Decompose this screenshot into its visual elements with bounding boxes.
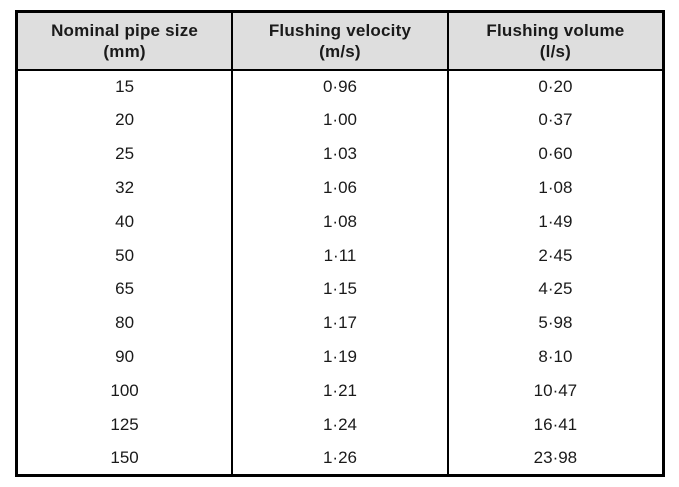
cell-pipe-size: 90 [15,340,234,374]
cell-pipe-size: 100 [15,373,234,408]
cell-velocity: 0·96 [231,69,449,104]
cell-volume: 8·10 [446,340,665,374]
header-volume: Flushing volume (l/s) [446,10,665,71]
table-row: 40 1·08 1·49 [15,204,665,239]
table-header: Nominal pipe size (mm) Flushing velocity… [15,10,665,71]
header-pipe-size: Nominal pipe size (mm) [15,10,234,71]
header-velocity-unit: (m/s) [319,41,361,61]
cell-volume: 4·25 [446,272,665,307]
cell-velocity: 1·03 [231,137,449,171]
table-body: 15 0·96 0·20 20 1·00 0·37 25 1·03 0·60 3… [15,69,665,476]
cell-volume: 0·60 [446,137,665,171]
cell-velocity: 1·06 [231,170,449,205]
header-volume-unit: (l/s) [539,41,572,61]
cell-pipe-size: 80 [15,306,234,341]
header-pipe-size-label: Nominal pipe size [51,20,199,40]
cell-velocity: 1·19 [231,340,449,374]
header-velocity: Flushing velocity (m/s) [231,10,449,71]
cell-volume: 5·98 [446,306,665,341]
table-row: 65 1·15 4·25 [15,272,665,307]
cell-volume: 0·37 [446,103,665,138]
header-row: Nominal pipe size (mm) Flushing velocity… [15,10,665,71]
table-row: 100 1·21 10·47 [15,373,665,408]
cell-velocity: 1·17 [231,306,449,341]
cell-velocity: 1·08 [231,204,449,239]
cell-volume: 23·98 [446,441,665,476]
cell-pipe-size: 32 [15,170,234,205]
table-row: 25 1·03 0·60 [15,137,665,171]
cell-pipe-size: 15 [15,69,234,104]
cell-pipe-size: 65 [15,272,234,307]
cell-volume: 1·08 [446,170,665,205]
cell-volume: 10·47 [446,373,665,408]
cell-volume: 16·41 [446,407,665,442]
cell-velocity: 1·15 [231,272,449,307]
table-row: 15 0·96 0·20 [15,69,665,104]
cell-velocity: 1·11 [231,238,449,273]
flushing-data-table: Nominal pipe size (mm) Flushing velocity… [15,10,665,477]
header-volume-label: Flushing volume [486,20,625,40]
cell-pipe-size: 20 [15,103,234,138]
table-row: 20 1·00 0·37 [15,103,665,138]
table-row: 32 1·06 1·08 [15,170,665,205]
header-velocity-label: Flushing velocity [268,20,412,40]
header-pipe-size-unit: (mm) [103,41,146,61]
cell-pipe-size: 125 [15,407,234,442]
cell-volume: 1·49 [446,204,665,239]
cell-velocity: 1·26 [231,441,449,476]
cell-pipe-size: 25 [15,137,234,171]
cell-pipe-size: 150 [15,441,234,476]
cell-velocity: 1·21 [231,373,449,408]
cell-pipe-size: 40 [15,204,234,239]
cell-pipe-size: 50 [15,238,234,273]
table-row: 150 1·26 23·98 [15,441,665,476]
table-row: 90 1·19 8·10 [15,340,665,374]
cell-volume: 2·45 [446,238,665,273]
cell-volume: 0·20 [446,69,665,104]
table-row: 125 1·24 16·41 [15,407,665,442]
table-row: 50 1·11 2·45 [15,238,665,273]
cell-velocity: 1·00 [231,103,449,138]
table-row: 80 1·17 5·98 [15,306,665,341]
cell-velocity: 1·24 [231,407,449,442]
